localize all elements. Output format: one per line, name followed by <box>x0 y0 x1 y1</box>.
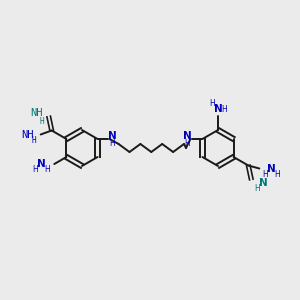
Text: H: H <box>32 136 36 145</box>
Text: N: N <box>214 104 222 114</box>
Text: N: N <box>183 131 192 141</box>
Text: NH: NH <box>21 130 34 140</box>
Text: NH: NH <box>30 109 43 118</box>
Text: N: N <box>267 164 276 173</box>
Text: H: H <box>32 166 38 175</box>
Text: H: H <box>274 170 280 179</box>
Text: N: N <box>37 159 46 169</box>
Text: H: H <box>184 140 190 148</box>
Text: N: N <box>259 178 268 188</box>
Text: N: N <box>108 131 117 141</box>
Text: H: H <box>254 184 260 193</box>
Text: H: H <box>110 140 116 148</box>
Text: H: H <box>262 170 268 179</box>
Text: H: H <box>221 104 227 113</box>
Text: H: H <box>209 98 215 107</box>
Text: H: H <box>44 166 50 175</box>
Text: H: H <box>39 117 44 126</box>
